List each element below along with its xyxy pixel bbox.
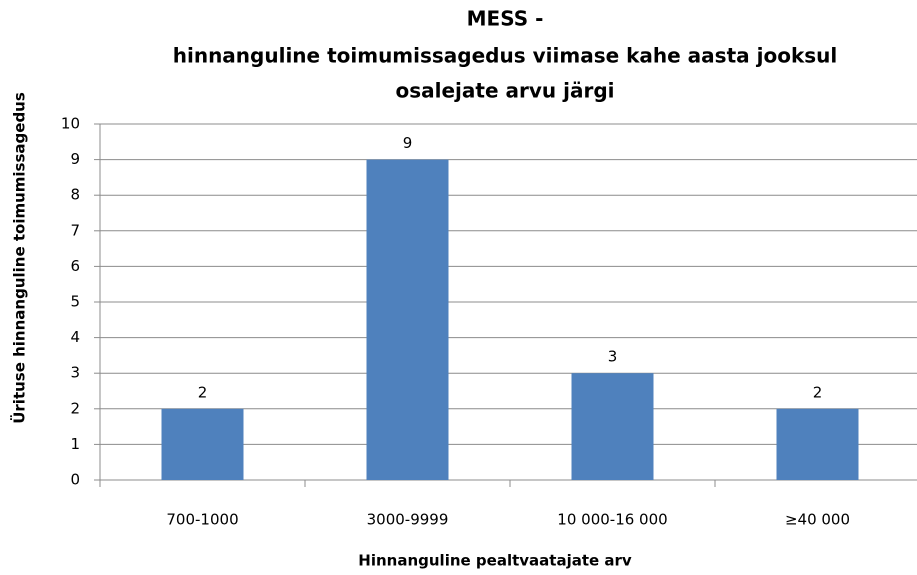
y-tick-label: 10 [61, 115, 80, 133]
y-tick-label: 1 [70, 435, 80, 453]
bar [366, 159, 449, 480]
chart-title-line: MESS - [467, 7, 544, 31]
chart-title-line: osalejate arvu järgi [396, 79, 615, 103]
x-tick-label: 700-1000 [166, 511, 238, 529]
data-label: 2 [813, 383, 823, 401]
y-tick-label: 5 [70, 293, 80, 311]
y-tick-label: 3 [70, 364, 80, 382]
x-tick-label: 3000-9999 [367, 511, 449, 529]
x-tick-label: 10 000-16 000 [557, 511, 667, 529]
y-tick-label: 4 [70, 328, 80, 346]
y-tick-label: 7 [70, 221, 80, 239]
y-tick-label: 2 [70, 399, 80, 417]
y-axis-title: Ürituse hinnanguline toimumissagedus [10, 92, 29, 424]
y-tick-label: 9 [70, 150, 80, 168]
data-label: 3 [608, 348, 618, 366]
bar [161, 408, 244, 480]
y-tick-label: 8 [70, 186, 80, 204]
bar [571, 373, 654, 480]
x-axis-title: Hinnanguline pealtvaatajate arv [358, 552, 632, 570]
x-tick-label: ≥40 000 [785, 511, 850, 529]
chart-title-line: hinnanguline toimumissagedus viimase kah… [173, 44, 838, 68]
y-tick-label: 6 [70, 257, 80, 275]
data-label: 9 [403, 134, 413, 152]
y-tick-label: 0 [70, 471, 80, 489]
bar [776, 408, 859, 480]
data-label: 2 [198, 383, 208, 401]
